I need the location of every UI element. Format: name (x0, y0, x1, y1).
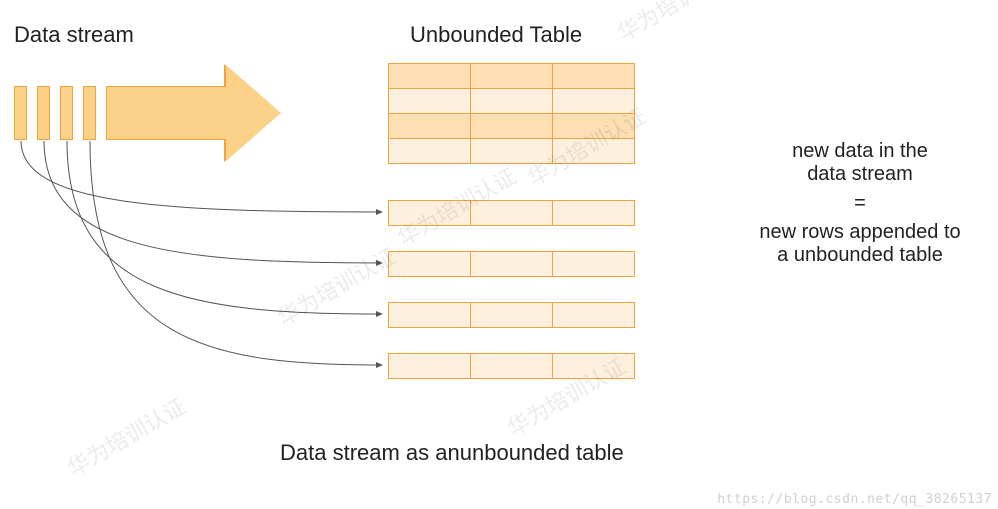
caption: Data stream as anunbounded table (280, 440, 624, 466)
appended-row (388, 251, 635, 277)
appended-row (388, 302, 635, 328)
table-cell (471, 303, 553, 328)
table-cell (553, 252, 635, 277)
table-title: Unbounded Table (410, 22, 582, 48)
table-cell (471, 252, 553, 277)
table-cell (471, 64, 553, 89)
table-cell (471, 114, 553, 139)
curve-arrow (90, 141, 382, 365)
table-cell (553, 64, 635, 89)
stream-bar (37, 86, 50, 140)
equals-sign: = (735, 192, 985, 215)
table-cell (389, 303, 471, 328)
stream-arrow-body (106, 86, 226, 140)
watermark-text: 华为培训认证 (611, 0, 741, 48)
attribution: https://blog.csdn.net/qq_38265137 (717, 492, 992, 507)
stream-arrow-head (226, 65, 281, 161)
table-cell (389, 114, 471, 139)
curve-arrow (21, 141, 382, 212)
table-cell (553, 303, 635, 328)
explanation-block: new data in the data stream = new rows a… (735, 140, 985, 267)
table-row (389, 89, 635, 114)
stream-bar (83, 86, 96, 140)
table-cell (471, 354, 553, 379)
table-cell (389, 252, 471, 277)
table-cell (389, 64, 471, 89)
table-row (389, 64, 635, 89)
watermark-text: 华为培训认证 (61, 389, 191, 483)
watermark-text: 华为培训认证 (271, 239, 401, 333)
table-cell (553, 201, 635, 226)
table-cell (389, 139, 471, 164)
stream-bar (14, 86, 27, 140)
stream-bar (60, 86, 73, 140)
explain-line: a unbounded table (735, 244, 985, 267)
stream-title: Data stream (14, 22, 134, 48)
table-cell (389, 89, 471, 114)
explain-line: data stream (735, 163, 985, 186)
table-cell (471, 89, 553, 114)
table-cell (389, 354, 471, 379)
explain-line: new rows appended to (735, 221, 985, 244)
explain-line: new data in the (735, 140, 985, 163)
curve-arrow (44, 141, 382, 263)
